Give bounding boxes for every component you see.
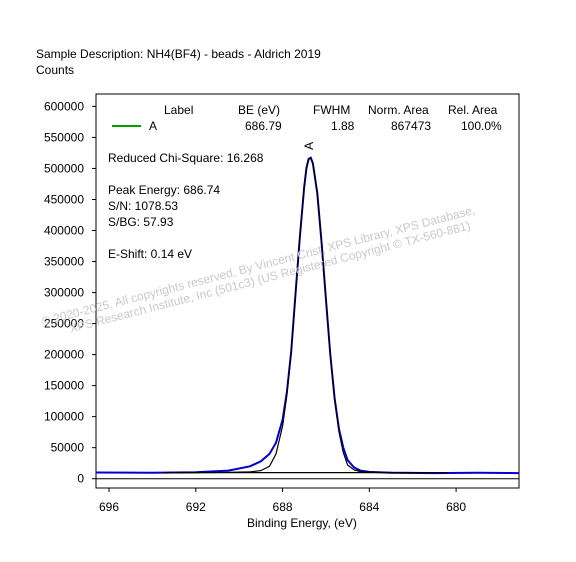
x-tick-label: 680 <box>446 500 466 514</box>
peak-energy: Peak Energy: 686.74 <box>108 183 221 197</box>
y-tick-label: 550000 <box>44 130 84 144</box>
y-tick-label: 350000 <box>44 255 84 269</box>
peak-label-A: A <box>302 142 316 150</box>
y-axis-ticks: 0 50000 100000 150000 200000 250000 300000 3500… <box>44 99 96 486</box>
y-tick-label: 400000 <box>44 224 84 238</box>
legend-header-label: Label <box>164 103 194 117</box>
y-tick-label: 150000 <box>44 379 84 393</box>
series-lines <box>95 156 520 475</box>
x-axis-ticks: 696 692 688 684 680 <box>99 488 466 514</box>
y-tick-label: 100000 <box>44 410 84 424</box>
y-tick-label: 250000 <box>44 317 84 331</box>
signal-to-background: S/BG: 57.93 <box>108 215 174 229</box>
x-axis-title: Binding Energy, (eV) <box>247 516 357 530</box>
x-tick-label: 688 <box>273 500 293 514</box>
legend-row-norm-area: 867473 <box>391 119 432 133</box>
y-tick-label: 200000 <box>44 348 84 362</box>
y-tick-label: 450000 <box>44 192 84 206</box>
legend-row-fwhm: 1.88 <box>331 119 355 133</box>
signal-to-noise: S/N: 1078.53 <box>108 199 179 213</box>
y-tick-label: 500000 <box>44 161 84 175</box>
legend-row-be: 686.79 <box>245 119 282 133</box>
sample-description: Sample Description: NH4(BF4) - beads - A… <box>36 47 321 61</box>
legend-row-rel-area: 100.0% <box>461 119 502 133</box>
x-tick-label: 692 <box>186 500 206 514</box>
series-line-fit <box>163 156 448 474</box>
y-tick-label: 0 <box>77 472 84 486</box>
x-tick-label: 696 <box>99 500 119 514</box>
x-tick-label: 684 <box>359 500 379 514</box>
legend-header-norm-area: Norm. Area <box>368 103 429 117</box>
energy-shift: E-Shift: 0.14 eV <box>108 247 193 261</box>
legend-header-be: BE (eV) <box>238 103 281 117</box>
reduced-chi-square: Reduced Chi-Square: 16.268 <box>108 151 264 165</box>
legend-row-label: A <box>149 119 158 133</box>
y-units-label: Counts <box>36 63 75 77</box>
plot-area-frame <box>95 93 520 489</box>
y-tick-label: 600000 <box>44 99 84 113</box>
legend-header-rel-area: Rel. Area <box>448 103 498 117</box>
y-tick-label: 50000 <box>51 441 85 455</box>
legend-header-fwhm: FWHM <box>313 103 351 117</box>
y-tick-label: 300000 <box>44 286 84 300</box>
